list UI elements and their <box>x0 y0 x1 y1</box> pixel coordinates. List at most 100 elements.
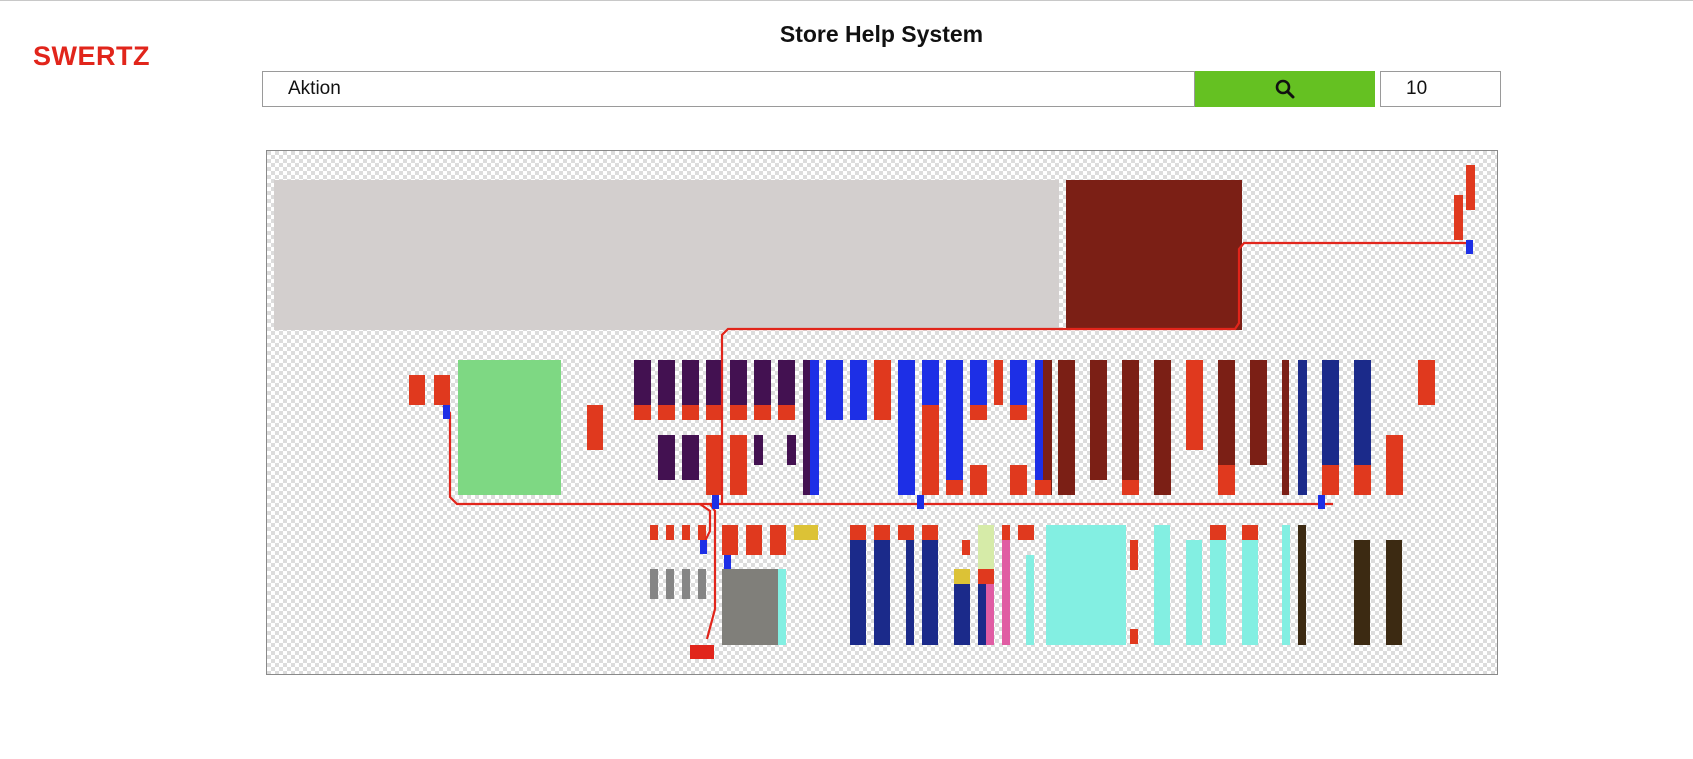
shelf <box>954 584 970 645</box>
shelf <box>1354 465 1371 495</box>
shelf <box>1122 480 1139 495</box>
shelf <box>682 525 690 540</box>
shelf <box>1026 555 1034 645</box>
route-path <box>442 241 1470 640</box>
shelf <box>730 360 747 405</box>
shelf <box>946 480 963 495</box>
shelf <box>658 435 675 480</box>
zone-cyan-box <box>1046 525 1126 645</box>
shelf <box>1386 435 1403 495</box>
shelf <box>803 360 810 495</box>
shelf <box>706 360 723 405</box>
shelf <box>1018 525 1034 540</box>
shelf <box>1386 540 1402 645</box>
shelf <box>650 569 658 599</box>
shelf <box>682 360 699 405</box>
shelf <box>1010 465 1027 495</box>
shelf <box>978 569 994 584</box>
shelf <box>1186 360 1203 450</box>
shelf <box>1250 360 1267 465</box>
start-marker <box>690 645 714 659</box>
shelf <box>1242 540 1258 645</box>
shelf <box>770 525 786 555</box>
shelf <box>754 405 771 420</box>
shelf <box>874 525 890 540</box>
shelf <box>1354 540 1370 645</box>
shelf <box>1186 540 1202 645</box>
large-zones <box>274 180 1242 645</box>
shelf <box>850 525 866 540</box>
shelf <box>1466 165 1475 210</box>
shelf <box>658 360 675 405</box>
shelf <box>922 540 938 645</box>
zone-green <box>458 360 561 495</box>
shelf <box>1210 540 1226 645</box>
shelf <box>1002 525 1010 540</box>
shelf <box>826 360 843 420</box>
shelf <box>1090 360 1107 480</box>
shelf <box>634 405 651 420</box>
shelf-row-lower <box>650 525 1402 645</box>
page-title: Store Help System <box>779 21 984 47</box>
shelf <box>778 405 795 420</box>
shelf <box>722 525 738 555</box>
hit-marker <box>1466 240 1473 254</box>
shelf <box>658 405 675 420</box>
shelf <box>1218 465 1235 495</box>
shelf <box>1298 360 1307 495</box>
hit-marker <box>1318 495 1325 509</box>
search-button[interactable] <box>1195 71 1375 107</box>
search-icon <box>1275 79 1295 99</box>
shelf <box>706 405 723 420</box>
search-input[interactable] <box>262 71 1195 107</box>
shelf <box>978 584 986 645</box>
shelf <box>1010 405 1027 420</box>
shelf <box>634 360 651 405</box>
shelf <box>706 435 723 495</box>
shelf <box>986 584 994 645</box>
shelf <box>1130 540 1138 570</box>
shelf <box>787 435 796 465</box>
shelf <box>1130 629 1138 644</box>
hit-marker <box>712 495 719 509</box>
zone-grey-box <box>722 569 778 645</box>
shelf <box>850 360 867 420</box>
shelf <box>898 525 914 540</box>
hit-marker <box>443 405 450 419</box>
shelf <box>1210 525 1226 540</box>
shelf <box>922 525 938 540</box>
zone-top-grey <box>274 180 1059 330</box>
search-hit-markers <box>443 240 1473 569</box>
shelf <box>1282 525 1290 645</box>
shelf <box>1058 360 1075 495</box>
shelf <box>1282 360 1289 495</box>
shelf <box>698 525 706 540</box>
shelf <box>810 360 819 495</box>
shelf <box>1418 360 1435 405</box>
shelf <box>650 525 658 540</box>
shelf <box>434 375 450 405</box>
store-floor-map[interactable] <box>266 150 1498 675</box>
shelf <box>409 375 425 405</box>
shelf <box>970 360 987 405</box>
shelf <box>794 525 818 540</box>
shelf <box>666 525 674 540</box>
shelf <box>874 540 890 645</box>
hit-marker <box>917 495 924 509</box>
shelf <box>1010 360 1027 405</box>
shelf <box>946 360 963 480</box>
shelf <box>754 360 771 405</box>
result-count-input[interactable] <box>1380 71 1501 107</box>
shelf <box>1043 360 1052 495</box>
shelf <box>978 525 994 570</box>
shelf <box>698 569 706 599</box>
shelf <box>1035 480 1051 495</box>
shelf <box>778 569 786 645</box>
brand-logo: SWERTZ <box>33 41 150 71</box>
shelf <box>906 540 914 645</box>
shelf <box>1035 360 1044 480</box>
shelf <box>922 405 939 495</box>
shelf <box>682 405 699 420</box>
shelf <box>1218 360 1235 465</box>
shelf <box>962 540 970 555</box>
